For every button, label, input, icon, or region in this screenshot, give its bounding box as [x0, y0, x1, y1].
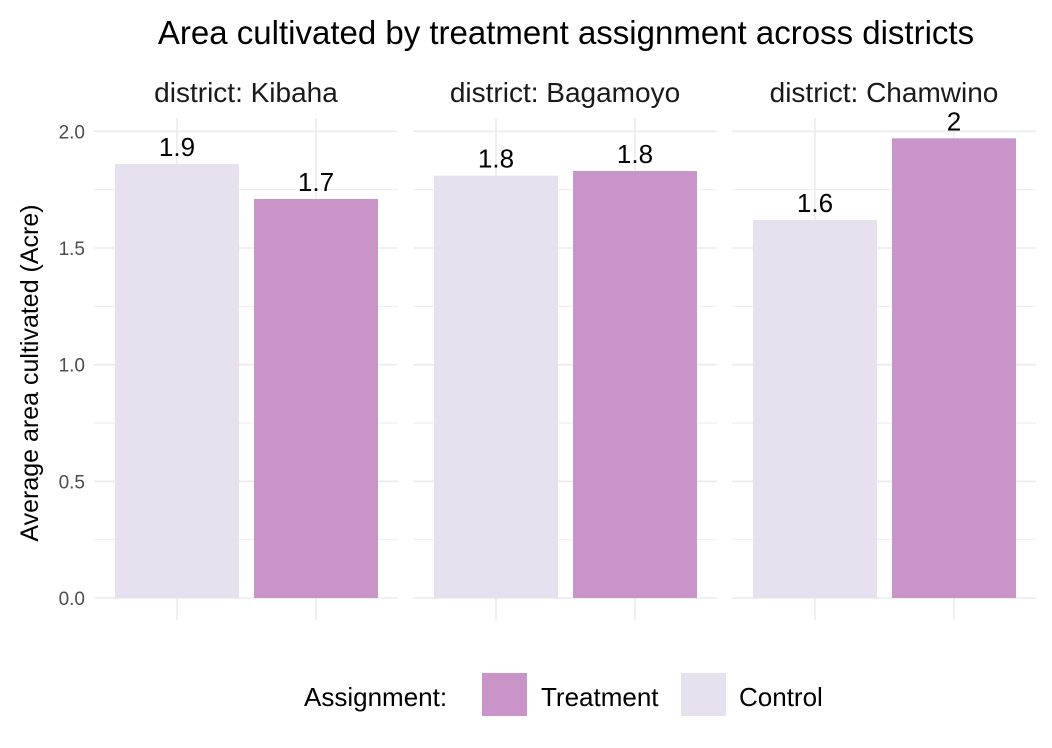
- data-label: 1.7: [298, 167, 334, 197]
- data-label: 1.6: [797, 188, 833, 218]
- bar-control: [115, 164, 239, 598]
- bar-control: [434, 175, 558, 598]
- legend-label: Control: [739, 682, 823, 712]
- facet-panels: district: Kibaha 1.9 1.7 district: Bagamoyo…: [94, 77, 1036, 620]
- data-label: 1.8: [478, 144, 514, 174]
- facet-panel: district: Bagamoyo 1.8 1.8: [413, 77, 717, 620]
- y-tick-label: 0.0: [59, 589, 85, 610]
- bar-treatment: [254, 199, 378, 598]
- data-label: 1.9: [159, 132, 195, 162]
- bar-treatment: [892, 138, 1016, 599]
- legend-label: Treatment: [541, 682, 659, 712]
- legend-title: Assignment:: [304, 682, 447, 712]
- y-tick-label: 0.5: [59, 472, 85, 493]
- data-label: 1.8: [617, 139, 653, 169]
- legend-key-control: [681, 673, 726, 716]
- facet-panel: district: Kibaha 1.9 1.7: [94, 77, 398, 620]
- legend: Assignment: Treatment Control: [304, 673, 823, 716]
- y-tick-label: 1.0: [59, 356, 85, 377]
- facet-strip-label: district: Chamwino: [770, 77, 999, 108]
- legend-key-treatment: [482, 673, 527, 716]
- y-axis-label: Average area cultivated (Acre): [16, 204, 44, 541]
- bar-control: [753, 220, 877, 598]
- y-tick-label: 2.0: [59, 122, 85, 143]
- chart-title: Area cultivated by treatment assignment …: [158, 14, 974, 51]
- facet-panel: district: Chamwino 1.6 2: [732, 77, 1036, 620]
- bar-treatment: [573, 171, 697, 598]
- facet-strip-label: district: Kibaha: [154, 77, 338, 108]
- facet-strip-label: district: Bagamoyo: [450, 77, 680, 108]
- y-axis-ticks: 0.0 0.5 1.0 1.5 2.0: [59, 122, 85, 610]
- y-tick-label: 1.5: [59, 239, 85, 260]
- data-label: 2: [947, 106, 961, 136]
